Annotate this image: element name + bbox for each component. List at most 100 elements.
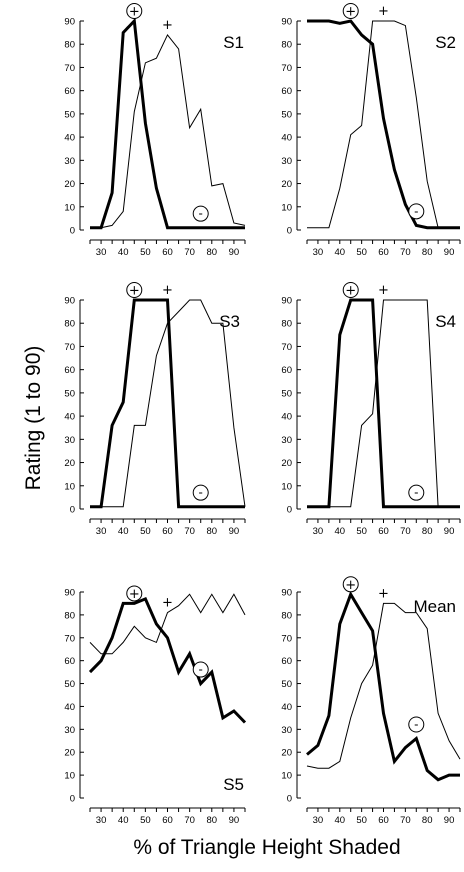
y-tick-label: 20 bbox=[281, 748, 292, 759]
series-line-thin bbox=[90, 299, 246, 508]
x-tick-label: 30 bbox=[96, 247, 107, 258]
marker-minus-glyph: - bbox=[414, 486, 418, 500]
series-line-thin bbox=[306, 602, 461, 769]
x-axis-title: % of Triangle Height Shaded bbox=[133, 836, 400, 859]
x-tick-label: 90 bbox=[229, 815, 240, 826]
marker-plus-glyph: + bbox=[345, 578, 356, 593]
y-tick-label: 10 bbox=[64, 481, 75, 492]
x-tick-label: 80 bbox=[422, 526, 433, 537]
y-tick-label: 60 bbox=[281, 86, 292, 97]
y-tick-label: 50 bbox=[64, 388, 75, 399]
y-tick-label: 10 bbox=[64, 202, 75, 213]
y-tick-label: 70 bbox=[64, 342, 75, 353]
x-tick-label: 90 bbox=[229, 526, 240, 537]
y-tick-label: 30 bbox=[281, 725, 292, 736]
x-tick-label: 40 bbox=[334, 526, 345, 537]
marker-circle bbox=[342, 3, 359, 19]
x-tick-label: 50 bbox=[356, 526, 367, 537]
minus-circled-marker: - bbox=[408, 484, 425, 501]
y-tick-label: 70 bbox=[64, 63, 75, 74]
x-tick-label: 70 bbox=[184, 247, 195, 258]
plus-marker: + bbox=[162, 596, 173, 611]
y-tick-label: 40 bbox=[281, 133, 292, 144]
x-tick-label: 50 bbox=[140, 247, 151, 258]
y-tick-label: 30 bbox=[64, 725, 75, 736]
chart-panel-2: 0 10 20 30 40 50 60 70 80 90 30 40 50 60 70 80 90 S2 + + - bbox=[281, 3, 461, 258]
minus-circled-marker: - bbox=[192, 484, 209, 501]
marker-minus-glyph: - bbox=[199, 207, 203, 221]
minus-circled-marker: - bbox=[192, 661, 209, 678]
x-tick-label: 60 bbox=[162, 526, 173, 537]
y-tick-label: 90 bbox=[64, 17, 75, 28]
marker-plus-glyph: + bbox=[129, 587, 140, 602]
marker-circle bbox=[192, 205, 209, 222]
y-tick-label: 20 bbox=[281, 458, 292, 469]
y-tick-label: 30 bbox=[64, 156, 75, 167]
x-tick-label: 70 bbox=[184, 526, 195, 537]
minus-circled-marker: - bbox=[192, 205, 209, 222]
x-tick-label: 30 bbox=[313, 526, 324, 537]
series-line-thick bbox=[90, 17, 245, 230]
y-tick-label: 90 bbox=[64, 588, 75, 599]
marker-plus-glyph: + bbox=[345, 284, 356, 299]
x-tick-label: 90 bbox=[444, 526, 455, 537]
y-tick-label: 70 bbox=[281, 63, 292, 74]
y-tick-label: 10 bbox=[281, 481, 292, 492]
panel-title: S2 bbox=[435, 33, 456, 52]
marker-minus-glyph: - bbox=[199, 486, 203, 500]
x-tick-label: 80 bbox=[422, 815, 433, 826]
y-tick-label: 60 bbox=[64, 86, 75, 97]
x-tick-label: 40 bbox=[118, 247, 129, 258]
marker-minus-glyph: - bbox=[199, 663, 203, 677]
marker-circle bbox=[192, 484, 209, 501]
plus-circled-marker: + bbox=[126, 3, 143, 20]
x-tick-label: 90 bbox=[444, 247, 455, 258]
y-tick-label: 10 bbox=[281, 771, 292, 782]
y-tick-label: 80 bbox=[281, 40, 292, 51]
y-tick-label: 60 bbox=[281, 365, 292, 376]
y-tick-label: 70 bbox=[281, 342, 292, 353]
y-tick-label: 40 bbox=[64, 133, 75, 144]
series-line-thin bbox=[89, 593, 246, 655]
y-tick-label: 0 bbox=[287, 794, 292, 805]
marker-circle bbox=[126, 585, 143, 602]
y-tick-label: 90 bbox=[64, 296, 75, 307]
x-tick-label: 60 bbox=[378, 526, 389, 537]
y-tick-label: 50 bbox=[281, 109, 292, 120]
marker-plus-glyph: + bbox=[129, 284, 140, 299]
x-tick-label: 70 bbox=[184, 815, 195, 826]
marker-circle bbox=[408, 484, 425, 501]
plus-marker: + bbox=[378, 586, 389, 601]
marker-circle bbox=[408, 203, 425, 220]
y-tick-label: 30 bbox=[64, 435, 75, 446]
y-tick-label: 80 bbox=[64, 40, 75, 51]
x-tick-label: 70 bbox=[400, 526, 411, 537]
chart-panel-6: 0 10 20 30 40 50 60 70 80 90 30 40 50 60 70 80 90 Mean + + - bbox=[281, 576, 461, 826]
plus-marker: + bbox=[378, 283, 389, 298]
marker-circle bbox=[126, 282, 143, 298]
y-tick-label: 40 bbox=[281, 702, 292, 713]
y-tick-label: 20 bbox=[64, 179, 75, 190]
panel-title: Mean bbox=[413, 597, 456, 616]
y-tick-label: 10 bbox=[64, 771, 75, 782]
marker-plus-glyph: + bbox=[129, 5, 140, 20]
series-line-thick bbox=[307, 298, 460, 509]
x-tick-label: 40 bbox=[118, 815, 129, 826]
y-tick-label: 20 bbox=[64, 748, 75, 759]
y-tick-label: 0 bbox=[70, 226, 75, 237]
minus-circled-marker: - bbox=[408, 203, 425, 220]
x-tick-label: 90 bbox=[444, 815, 455, 826]
y-tick-label: 90 bbox=[281, 17, 292, 28]
y-tick-label: 70 bbox=[281, 633, 292, 644]
minus-circled-marker: - bbox=[408, 716, 425, 733]
x-tick-label: 40 bbox=[334, 815, 345, 826]
x-tick-label: 80 bbox=[206, 247, 217, 258]
x-tick-label: 50 bbox=[140, 815, 151, 826]
x-tick-label: 80 bbox=[422, 247, 433, 258]
x-tick-label: 90 bbox=[229, 247, 240, 258]
plus-marker: + bbox=[162, 18, 173, 33]
x-tick-label: 30 bbox=[313, 815, 324, 826]
y-axis-title: Rating (1 to 90) bbox=[22, 346, 45, 491]
y-tick-label: 50 bbox=[64, 679, 75, 690]
